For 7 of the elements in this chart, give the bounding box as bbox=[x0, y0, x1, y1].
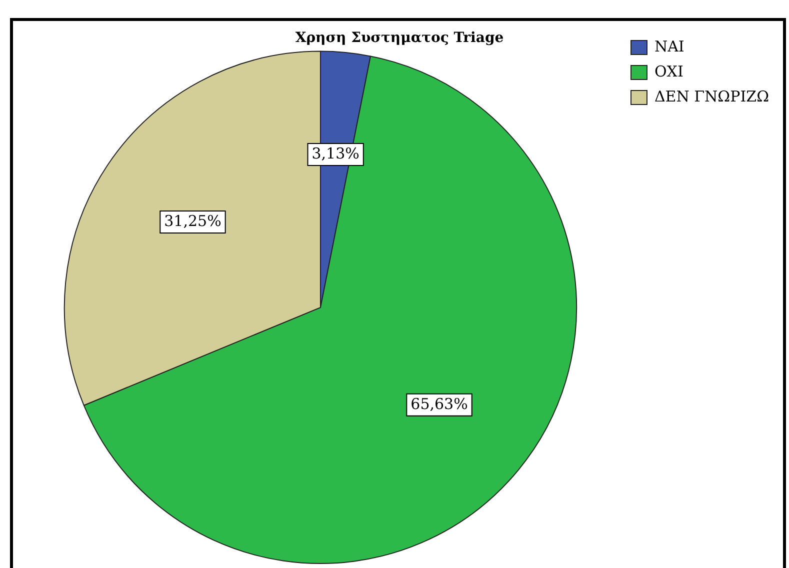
chart-title: Χρηση Συστηματος Triage bbox=[295, 30, 504, 46]
legend-label: ΔΕΝ ΓΝΩΡΙΖΩ bbox=[654, 87, 770, 106]
legend-label: ΝΑΙ bbox=[654, 37, 684, 56]
data-label: 31,25% bbox=[164, 212, 222, 230]
data-label: 3,13% bbox=[312, 144, 360, 162]
legend-label: ΟΧΙ bbox=[654, 62, 684, 80]
data-label: 65,63% bbox=[410, 394, 468, 413]
